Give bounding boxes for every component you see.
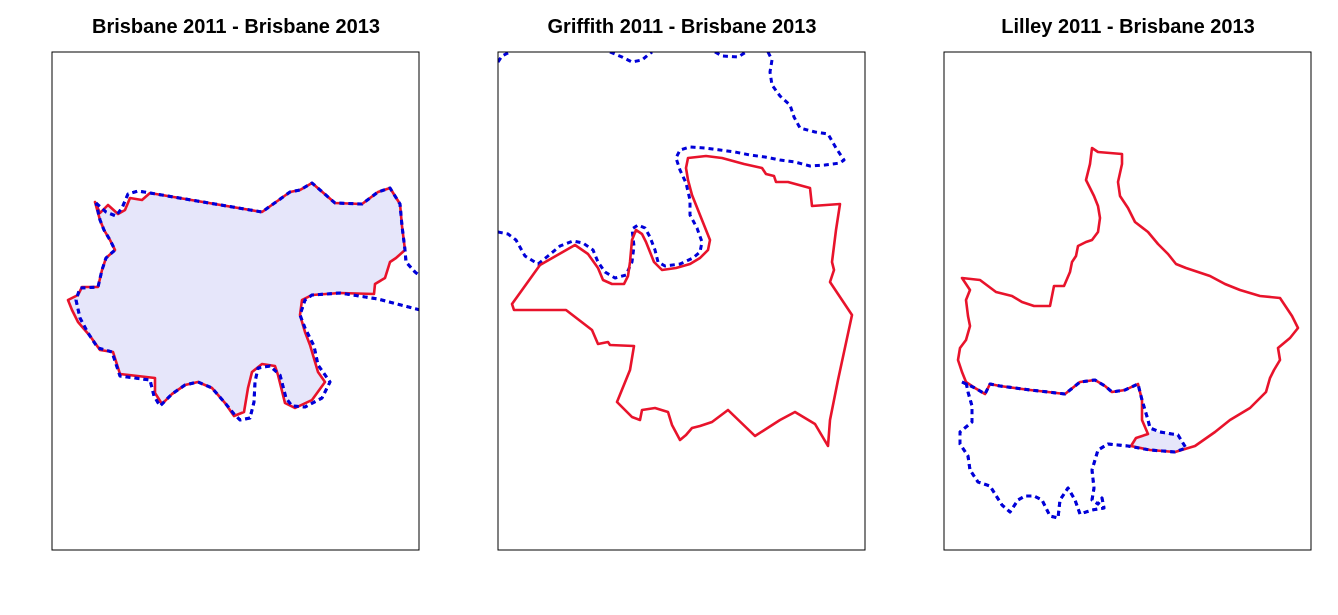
brisbane-2013-boundary-overlay <box>74 181 419 422</box>
lilley-2011-boundary <box>956 146 1300 454</box>
panel-frame <box>497 51 866 551</box>
panel-title-brisbane: Brisbane 2011 - Brisbane 2013 <box>92 16 380 38</box>
overlap-area <box>68 183 405 416</box>
panel-brisbane <box>51 51 420 551</box>
brisbane-2013-boundary-overlay <box>958 378 1188 520</box>
brisbane-2013-boundary <box>498 52 846 280</box>
panel-title-griffith: Griffith 2011 - Brisbane 2013 <box>547 16 817 38</box>
griffith-2011-boundary <box>510 154 854 448</box>
panel-lilley <box>943 51 1312 551</box>
panel-title-lilley: Lilley 2011 - Brisbane 2013 <box>1001 16 1255 38</box>
panel-frame <box>51 51 420 551</box>
panel-griffith <box>497 51 866 551</box>
panel-frame <box>943 51 1312 551</box>
